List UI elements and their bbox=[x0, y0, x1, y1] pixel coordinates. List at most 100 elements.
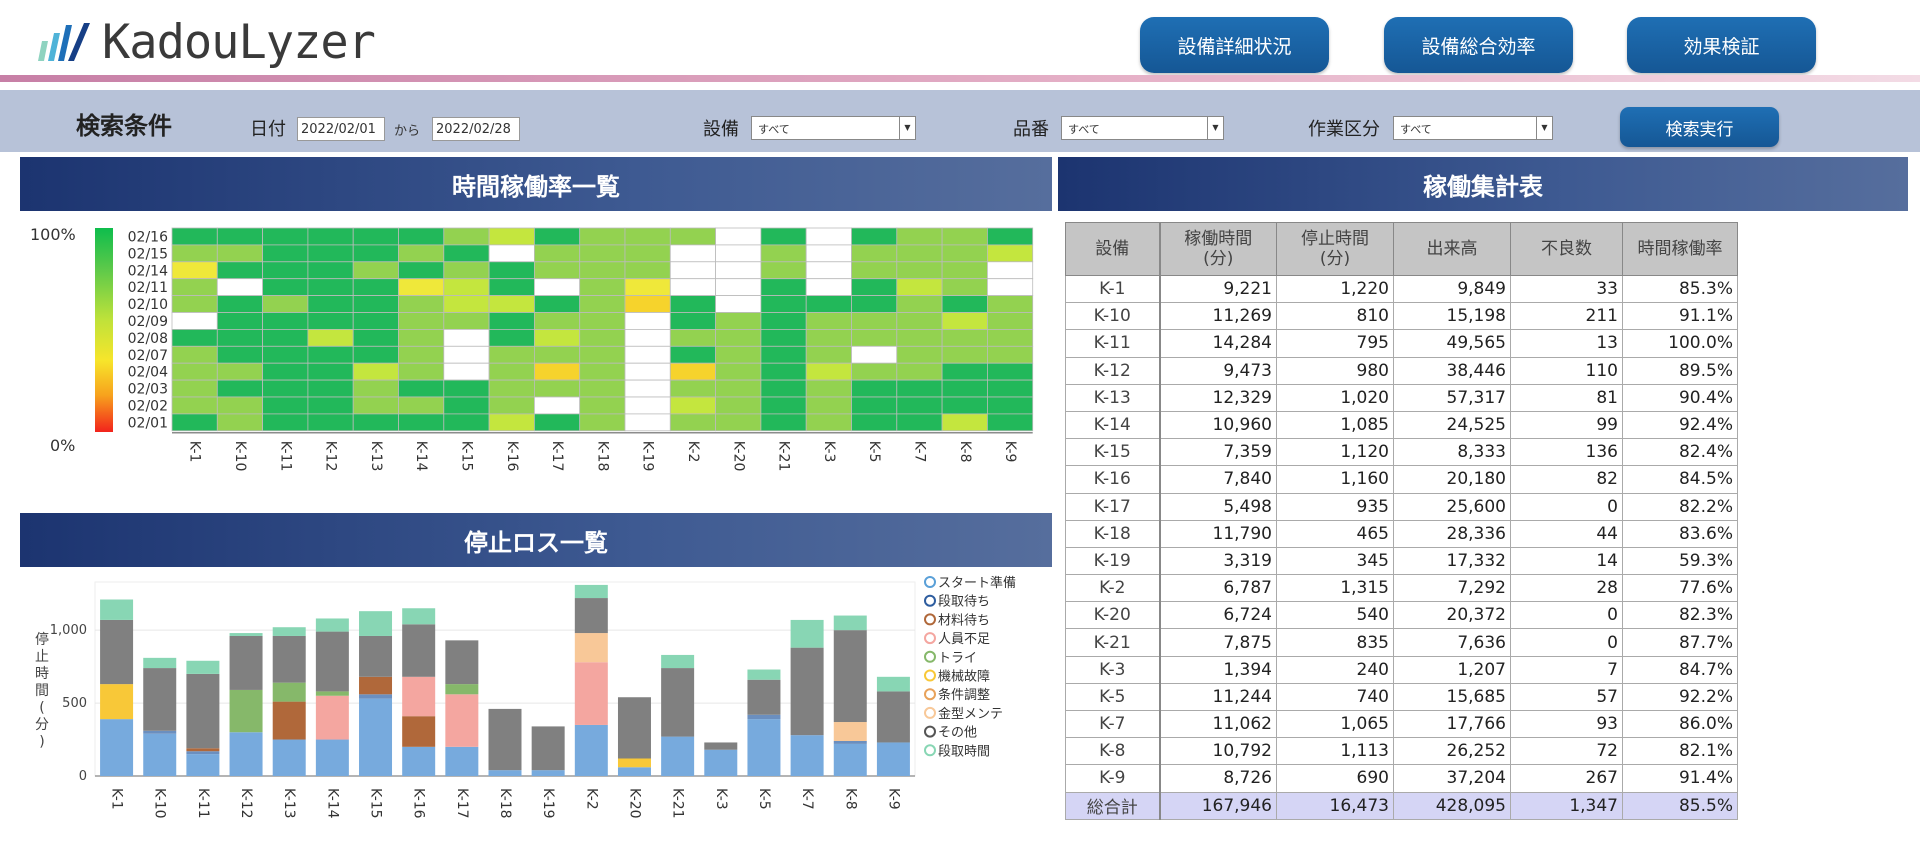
heatmap-cell bbox=[262, 244, 309, 263]
heatmap-cell bbox=[851, 278, 898, 297]
heatmap-cell bbox=[624, 379, 671, 398]
table-cell-value: 92.4% bbox=[1622, 410, 1738, 440]
heatmap-cell bbox=[669, 295, 716, 313]
y-axis-label-char: 停 bbox=[35, 631, 49, 648]
table-cell-value: 810 bbox=[1276, 302, 1394, 331]
heatmap-cell bbox=[941, 345, 988, 364]
heatmap-cell bbox=[352, 244, 399, 263]
heatmap-cell bbox=[398, 396, 445, 415]
heatmap-cell bbox=[669, 244, 716, 263]
date-from-input[interactable] bbox=[297, 117, 385, 141]
heatmap-cell bbox=[216, 396, 264, 415]
table-row: K-11 14,284 795 49,565 13 100.0% bbox=[1065, 329, 1738, 358]
heatmap-scale-max: 100% bbox=[30, 225, 76, 244]
table-cell-value: 1,220 bbox=[1276, 274, 1394, 304]
bar-segment bbox=[315, 739, 349, 776]
table-cell-value: 9,221 bbox=[1159, 274, 1277, 304]
heatmap-cell bbox=[579, 329, 626, 347]
heatmap-cell bbox=[443, 345, 490, 364]
date-to-input[interactable] bbox=[432, 117, 520, 141]
heatmap-cell bbox=[851, 295, 898, 313]
heatmap-colorbar bbox=[95, 228, 113, 432]
heatmap-cell bbox=[715, 312, 762, 330]
y-axis-label-char: 時 bbox=[35, 666, 49, 682]
legend-label: 金型メンテ bbox=[938, 706, 1003, 722]
heatmap-cell bbox=[216, 362, 264, 381]
nav-effect-verification-button[interactable]: 効果検証 bbox=[1627, 17, 1816, 73]
bar-segment bbox=[833, 615, 867, 631]
heatmap-cell bbox=[533, 379, 581, 398]
table-cell-value: 11,244 bbox=[1159, 682, 1277, 712]
heatmap-cell bbox=[669, 312, 716, 330]
heatmap-cell bbox=[624, 261, 671, 280]
heatmap-cell bbox=[171, 362, 218, 381]
legend-marker bbox=[924, 594, 936, 607]
legend-label: 段取待ち bbox=[938, 595, 990, 610]
heatmap-cell bbox=[715, 362, 762, 381]
bar-segment bbox=[186, 751, 220, 755]
heatmap-cell bbox=[896, 312, 943, 330]
date-label: 日付 bbox=[250, 119, 286, 140]
heatmap-cell bbox=[307, 379, 354, 398]
heatmap-cell bbox=[533, 278, 581, 297]
table-cell-value: 7,292 bbox=[1393, 574, 1511, 603]
equipment-select[interactable]: すべて ▼ bbox=[751, 116, 916, 140]
search-execute-button[interactable]: 検索実行 bbox=[1620, 107, 1779, 147]
app-name: KadouLyzer bbox=[102, 14, 376, 70]
nav-oee-button[interactable]: 設備総合効率 bbox=[1384, 17, 1573, 73]
heatmap-y-label: 02/11 bbox=[128, 280, 168, 296]
heatmap-cell bbox=[488, 278, 535, 297]
heatmap-cell bbox=[896, 362, 943, 381]
bar-segment bbox=[229, 635, 263, 690]
chevron-down-icon: ▼ bbox=[899, 117, 915, 139]
heatmap-y-label: 02/07 bbox=[128, 348, 168, 364]
heatmap-cell bbox=[624, 396, 671, 415]
bar-segment bbox=[100, 719, 134, 776]
table-cell-value: 7,636 bbox=[1393, 628, 1511, 657]
heatmap-cell bbox=[941, 278, 988, 297]
heatmap-cell bbox=[941, 261, 988, 280]
table-cell-equipment: K-7 bbox=[1065, 709, 1161, 739]
table-cell-equipment: K-3 bbox=[1065, 655, 1161, 684]
y-tick-label: 0 bbox=[79, 769, 87, 784]
table-cell-value: 3,319 bbox=[1159, 546, 1277, 576]
bar-segment bbox=[359, 676, 393, 695]
heatmap-cell bbox=[352, 227, 399, 246]
heatmap-cell bbox=[398, 362, 445, 381]
legend-marker bbox=[924, 688, 936, 701]
nav-equipment-detail-button[interactable]: 設備詳細状況 bbox=[1140, 17, 1329, 73]
product-select[interactable]: すべて ▼ bbox=[1061, 116, 1224, 140]
table-cell-equipment: K-13 bbox=[1065, 383, 1161, 412]
table-cell-value: 1,085 bbox=[1276, 410, 1394, 440]
table-cell-value: 77.6% bbox=[1622, 574, 1738, 603]
heatmap-cell bbox=[171, 244, 218, 263]
table-cell-value: 13 bbox=[1510, 329, 1623, 358]
work-type-select[interactable]: すべて ▼ bbox=[1393, 116, 1553, 140]
heatmap-cell bbox=[216, 278, 264, 297]
table-row: K-16 7,840 1,160 20,180 82 84.5% bbox=[1065, 465, 1738, 494]
table-cell-value: 540 bbox=[1276, 601, 1394, 630]
heatmap-cell bbox=[171, 227, 218, 246]
bar-segment bbox=[574, 724, 608, 776]
heatmap-cell bbox=[488, 261, 535, 280]
table-cell-value: 93 bbox=[1510, 709, 1623, 739]
table-cell-value: 91.1% bbox=[1622, 302, 1738, 331]
x-tick-label: K-21 bbox=[670, 788, 686, 819]
heatmap-cell bbox=[805, 379, 852, 398]
table-cell-value: 82 bbox=[1510, 465, 1623, 494]
table-cell-value: 86.0% bbox=[1622, 709, 1738, 739]
table-cell-value: 7,875 bbox=[1159, 628, 1277, 657]
table-row: K-19 3,319 345 17,332 14 59.3% bbox=[1065, 546, 1738, 576]
heatmap-cell bbox=[216, 295, 264, 313]
table-cell-value: 90.4% bbox=[1622, 383, 1738, 412]
table-cell-value: 1,120 bbox=[1276, 438, 1394, 467]
legend-label: トライ bbox=[938, 651, 977, 666]
table-cell-value: 59.3% bbox=[1622, 546, 1738, 576]
heatmap-y-label: 02/15 bbox=[128, 246, 168, 262]
heatmap-cell bbox=[851, 312, 898, 330]
heatmap-cell bbox=[171, 413, 218, 432]
bar-segment bbox=[272, 701, 306, 740]
heatmap-cell bbox=[171, 396, 218, 415]
table-cell-value: 14,284 bbox=[1159, 329, 1277, 358]
heatmap-cell bbox=[307, 244, 354, 263]
